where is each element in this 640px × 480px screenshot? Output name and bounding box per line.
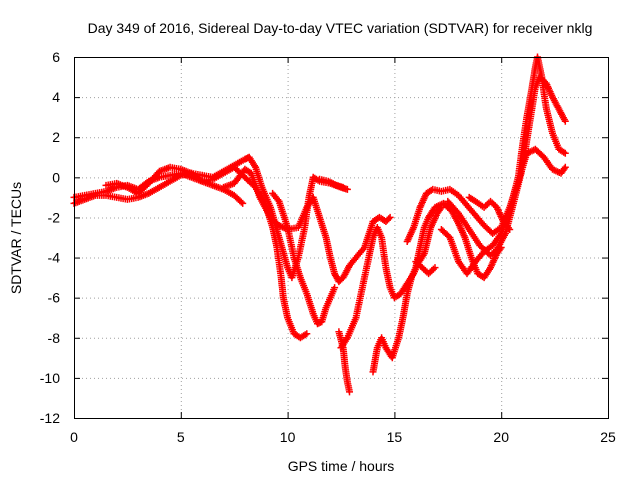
series-sat-14 (465, 193, 514, 233)
x-tick-label: 0 (70, 429, 78, 445)
y-axis-label: SDTVAR / TECUs (8, 182, 24, 294)
series-sat-7 (337, 203, 445, 352)
data-point (385, 215, 393, 223)
data-point (506, 226, 514, 233)
data-point (560, 165, 568, 173)
x-tick-label: 25 (600, 429, 616, 445)
y-tick-label: -4 (48, 250, 61, 266)
data-point (339, 183, 347, 191)
y-tick-label: 6 (52, 49, 60, 65)
data-point (346, 388, 353, 396)
y-tick-label: 0 (52, 169, 60, 185)
x-tick-label: 10 (280, 429, 296, 445)
y-tick-label: 4 (52, 89, 60, 105)
data-point (303, 330, 311, 338)
x-axis-label: GPS time / hours (288, 458, 395, 474)
data-point (561, 117, 569, 125)
axis-ticks: 0 5 10 15 20 25 -12 -10 -8 -6 -4 -2 0 2 4 6 (40, 49, 616, 445)
y-tick-label: -2 (48, 209, 61, 225)
x-tick-label: 20 (493, 429, 509, 445)
data-point (237, 198, 245, 206)
data-point (431, 264, 439, 272)
data-point (239, 199, 247, 207)
x-tick-label: 5 (177, 429, 185, 445)
data-point (331, 284, 339, 292)
series-sat-13 (437, 53, 569, 278)
series-sat-10 (316, 175, 347, 191)
plot-frame (74, 57, 609, 419)
data-point (343, 185, 351, 193)
y-tick-label: -10 (40, 370, 60, 386)
series-sat-9 (412, 258, 439, 278)
y-tick-label: -6 (48, 290, 61, 306)
x-tick-label: 15 (387, 429, 403, 445)
gridlines (74, 57, 608, 418)
y-tick-label: 2 (52, 129, 60, 145)
series-sat-4 (220, 165, 394, 286)
y-tick-label: -12 (40, 410, 60, 426)
series-sat-5 (269, 189, 339, 328)
data-point (386, 213, 394, 221)
data-points (70, 53, 569, 396)
chart-title: Day 349 of 2016, Sidereal Day-to-day VTE… (88, 20, 593, 36)
data-point (561, 163, 569, 171)
y-tick-label: -8 (48, 330, 61, 346)
series-sat-3 (102, 163, 311, 342)
data-point (561, 149, 569, 157)
